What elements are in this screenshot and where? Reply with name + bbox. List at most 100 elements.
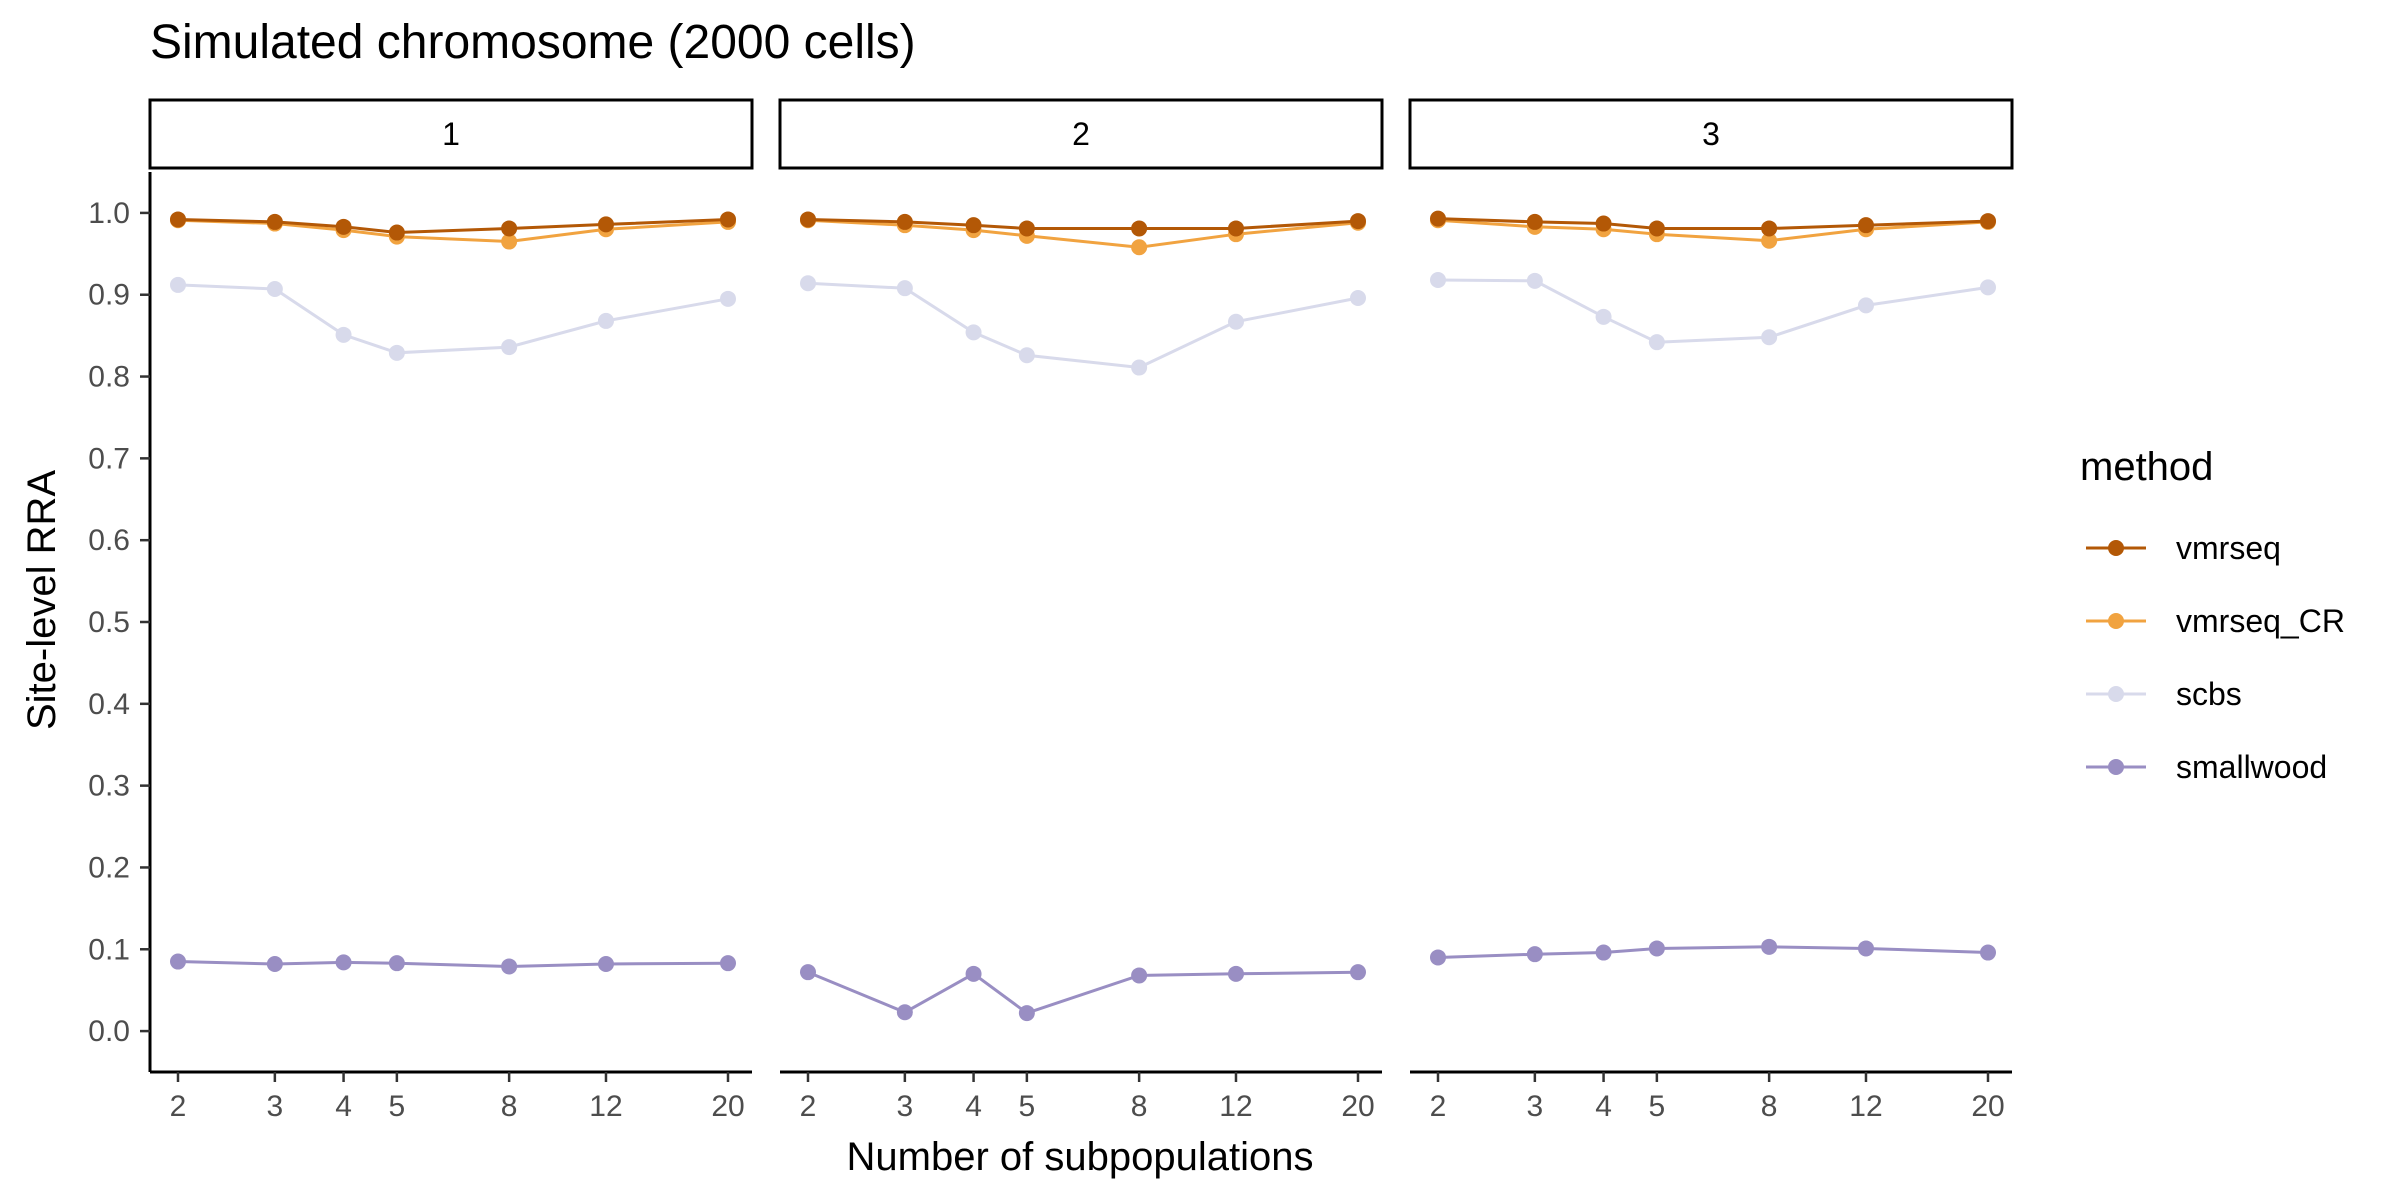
data-point-scbs <box>1526 272 1543 289</box>
data-point-vmrseq <box>501 220 518 237</box>
data-point-vmrseq <box>1761 220 1778 237</box>
legend-key-point <box>2108 686 2124 702</box>
x-tick-label: 2 <box>1430 1090 1447 1123</box>
data-point-vmrseq <box>597 216 614 233</box>
data-point-scbs <box>1857 297 1874 314</box>
data-point-smallwood <box>170 953 186 970</box>
x-tick-label: 4 <box>1595 1090 1612 1123</box>
data-point-smallwood <box>1430 949 1446 966</box>
legend-key-point <box>2108 759 2124 775</box>
data-point-vmrseq <box>1980 213 1996 230</box>
data-point-vmrseq <box>1595 215 1612 232</box>
data-point-scbs <box>597 312 614 329</box>
legend-label: vmrseq <box>2176 530 2281 566</box>
data-point-smallwood <box>1648 940 1665 957</box>
x-tick-label: 3 <box>897 1090 914 1123</box>
y-tick-label: 0.7 <box>88 442 130 475</box>
data-point-vmrseq <box>1018 220 1035 237</box>
facet-panel-1: 12 3 4 5 8 12 20 <box>148 98 754 1123</box>
y-tick-label: 1.0 <box>88 197 130 230</box>
data-point-scbs <box>1648 334 1665 351</box>
data-point-smallwood <box>1227 965 1244 982</box>
x-tick-label: 8 <box>1761 1090 1778 1123</box>
data-point-smallwood <box>720 955 736 972</box>
data-point-scbs <box>1350 290 1366 306</box>
legend-item-scbs: scbs <box>2086 676 2242 712</box>
data-point-smallwood <box>800 964 816 981</box>
x-tick-label: 12 <box>1219 1090 1252 1123</box>
x-tick-label: 2 <box>800 1090 817 1123</box>
data-point-scbs <box>1595 308 1612 325</box>
data-point-vmrseq_CR <box>501 233 518 250</box>
legend-item-vmrseq: vmrseq <box>2086 530 2281 566</box>
facet-panel-3: 3 2 3 4 5 8 12 20 <box>1408 98 2014 1123</box>
x-tick-label: 3 <box>1527 1090 1544 1123</box>
data-point-scbs <box>1131 359 1148 376</box>
data-point-scbs <box>1018 347 1035 364</box>
facet-strip-label: 3 <box>1702 116 1720 152</box>
x-tick-label: 20 <box>711 1090 744 1123</box>
data-point-smallwood <box>896 1004 913 1021</box>
facet-strip <box>148 98 754 170</box>
data-point-scbs <box>720 290 736 307</box>
data-point-vmrseq <box>1430 210 1446 227</box>
facet-strip <box>778 98 1384 170</box>
data-point-vmrseq <box>266 213 283 230</box>
x-tick-label: 8 <box>501 1090 518 1123</box>
legend-title: method <box>2080 445 2213 489</box>
legend-item-vmrseq_CR: vmrseq_CR <box>2086 603 2345 639</box>
legend-label: smallwood <box>2176 749 2327 785</box>
data-point-smallwood <box>1131 967 1148 984</box>
y-tick-label: 0.6 <box>88 524 130 557</box>
legend-item-smallwood: smallwood <box>2086 749 2327 785</box>
data-point-smallwood <box>1595 944 1612 961</box>
data-point-smallwood <box>335 954 352 971</box>
data-point-smallwood <box>501 958 518 975</box>
data-point-vmrseq <box>1857 217 1874 234</box>
data-point-scbs <box>896 280 913 297</box>
data-point-smallwood <box>1350 964 1366 981</box>
y-tick-label: 0.0 <box>88 1015 130 1048</box>
legend-label: scbs <box>2176 676 2242 712</box>
data-point-smallwood <box>266 956 283 972</box>
x-tick-label: 20 <box>1341 1090 1374 1123</box>
data-point-scbs <box>1227 313 1244 330</box>
data-point-scbs <box>266 281 283 297</box>
data-point-scbs <box>800 275 816 292</box>
data-point-vmrseq <box>1648 220 1665 237</box>
data-point-scbs <box>170 276 186 293</box>
y-tick-label: 0.2 <box>88 851 130 884</box>
data-point-scbs <box>965 324 982 341</box>
x-tick-label: 3 <box>267 1090 284 1123</box>
data-point-smallwood <box>1526 946 1543 963</box>
data-point-vmrseq <box>896 213 913 230</box>
y-axis-label: Site-level RRA <box>20 470 64 730</box>
y-tick-label: 0.9 <box>88 279 130 312</box>
data-point-scbs <box>1761 329 1778 346</box>
y-tick-label: 0.4 <box>88 688 130 721</box>
data-point-scbs <box>388 344 405 361</box>
x-tick-label: 8 <box>1131 1090 1148 1123</box>
y-tick-label: 0.1 <box>88 933 130 966</box>
x-tick-label: 2 <box>170 1090 187 1123</box>
x-tick-label: 4 <box>335 1090 352 1123</box>
facet-strip-label: 1 <box>442 116 460 152</box>
data-point-vmrseq <box>965 217 982 234</box>
data-point-vmrseq <box>388 224 405 241</box>
data-point-smallwood <box>1761 938 1778 955</box>
data-point-smallwood <box>1018 1005 1035 1022</box>
y-tick-label: 0.8 <box>88 361 130 394</box>
x-tick-label: 12 <box>589 1090 622 1123</box>
x-tick-label: 4 <box>965 1090 982 1123</box>
facet-strip <box>1408 98 2014 170</box>
facet-strip-label: 2 <box>1072 116 1090 152</box>
data-point-smallwood <box>388 955 405 972</box>
data-point-scbs <box>501 339 518 356</box>
data-point-smallwood <box>1857 940 1874 957</box>
data-point-vmrseq <box>1227 220 1244 237</box>
x-tick-label: 20 <box>1971 1090 2004 1123</box>
